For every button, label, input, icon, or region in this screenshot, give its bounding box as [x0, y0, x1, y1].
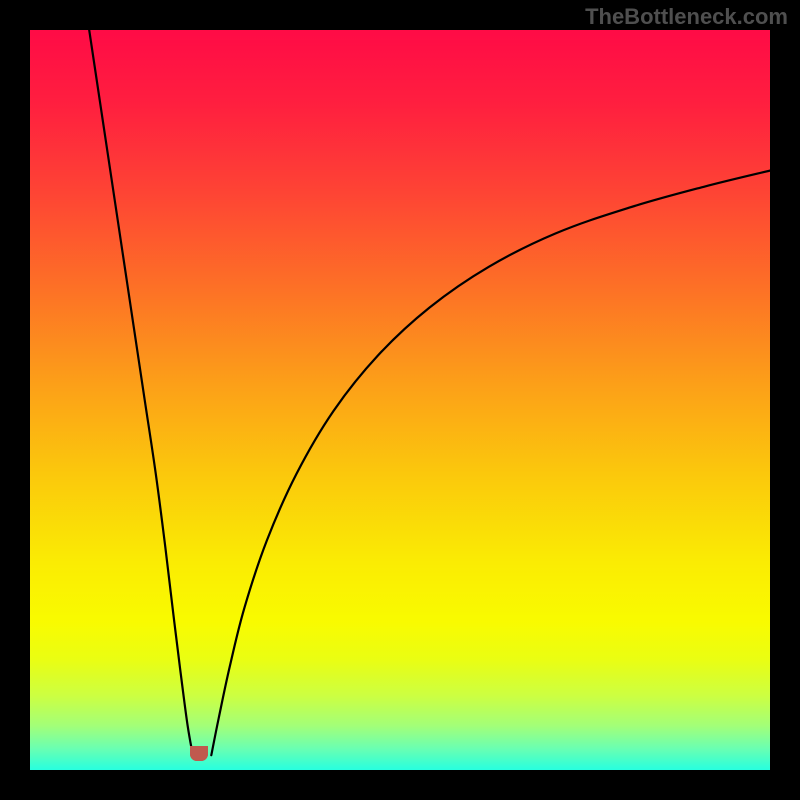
canvas: TheBottleneck.com — [0, 0, 800, 800]
watermark-text: TheBottleneck.com — [585, 4, 788, 30]
bottleneck-curve-left — [89, 30, 193, 755]
valley-u-marker — [190, 746, 208, 761]
curve-layer — [30, 30, 770, 770]
plot-area — [30, 30, 770, 770]
bottleneck-curve-right — [211, 171, 770, 756]
